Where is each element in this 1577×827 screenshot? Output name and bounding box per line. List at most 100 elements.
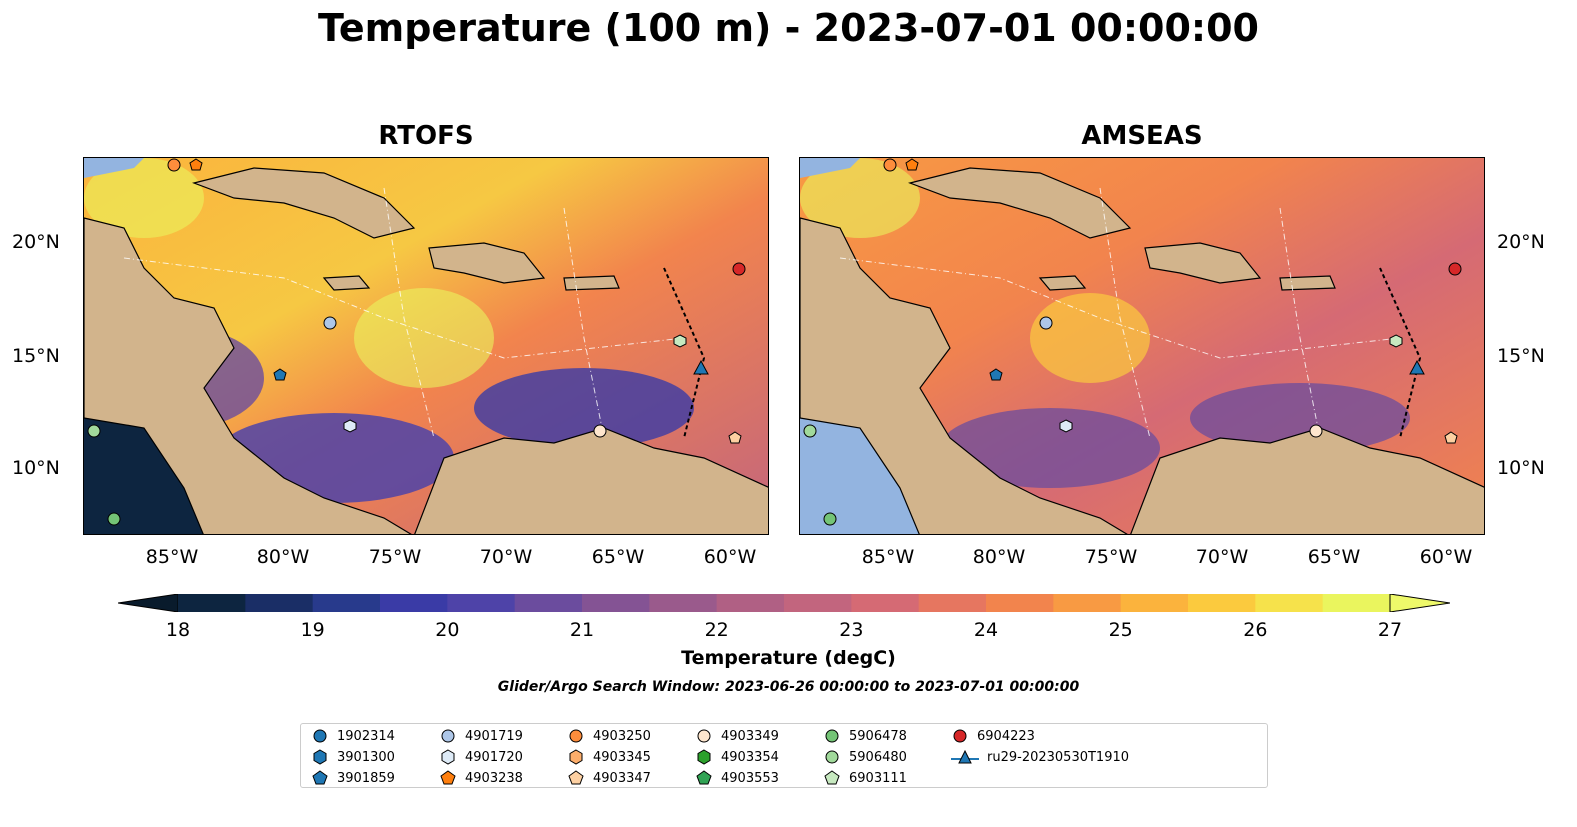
colorbar-segment — [245, 594, 314, 612]
legend-marker-icon — [697, 729, 711, 743]
shelf-water — [84, 158, 144, 178]
hispaniola-land — [428, 242, 546, 284]
colorbar-tick-21: 21 — [569, 619, 595, 641]
legend-label: 1902314 — [337, 728, 395, 744]
x-tick-amseas-4: 65°W — [1307, 546, 1361, 568]
south-america-land — [414, 427, 768, 534]
eez-boundary — [123, 257, 685, 359]
central-america-land — [800, 217, 1128, 534]
colorbar-segment — [1120, 594, 1189, 612]
y-tick-right-1: 15°N — [1497, 345, 1545, 367]
x-tick-rtofs-5: 60°W — [703, 546, 757, 568]
y-tick-left-1: 15°N — [12, 345, 60, 367]
legend-label: 4903354 — [721, 749, 779, 765]
marker-4903347 — [728, 431, 742, 444]
colorbar-segment — [1322, 594, 1391, 612]
colorbar-label: Temperature (degC) — [681, 647, 896, 669]
legend-item-4903238: 4903238 — [439, 768, 523, 788]
panel-title-rtofs: RTOFS — [378, 121, 474, 151]
x-tick-rtofs-0: 85°W — [145, 546, 199, 568]
legend-item-5906478: 5906478 — [823, 726, 907, 746]
marker-3901859 — [989, 368, 1003, 381]
cool-water-zone — [474, 368, 694, 448]
colorbar-tick-22: 22 — [704, 619, 729, 641]
x-tick-rtofs-1: 80°W — [256, 546, 310, 568]
x-tick-amseas-0: 85°W — [861, 546, 915, 568]
legend-label: 4903250 — [593, 728, 651, 744]
colorbar-tick-26: 26 — [1243, 619, 1268, 641]
puerto-rico-land — [563, 275, 620, 291]
cuba-land — [191, 167, 416, 239]
south-america-land — [1130, 427, 1484, 534]
colorbar-tick-23: 23 — [839, 619, 864, 641]
colorbar-segment — [851, 594, 920, 612]
colorbar-tick-19: 19 — [300, 619, 325, 641]
marker-ru29 — [693, 359, 709, 375]
marker-4903349 — [1309, 424, 1323, 438]
legend-item-4903347: 4903347 — [567, 768, 651, 788]
colorbar-segment — [918, 594, 987, 612]
legend-item-6904223: 6904223 — [951, 726, 1035, 746]
colorbar-tick-24: 24 — [973, 619, 999, 641]
warm-water-zone — [354, 288, 494, 388]
jamaica-land — [1038, 275, 1087, 291]
legend-marker-icon — [569, 749, 583, 765]
legend-marker-icon — [825, 729, 839, 743]
colorbar-segment — [649, 594, 718, 612]
lesser-antilles — [663, 267, 706, 439]
marker-6904223 — [732, 262, 746, 276]
colorbar-segment — [447, 594, 516, 612]
legend-marker-icon — [312, 770, 328, 785]
lesser-antilles — [1379, 267, 1422, 439]
legend-marker-icon — [825, 750, 839, 764]
legend-item-4903345: 4903345 — [567, 747, 651, 767]
legend-marker-icon — [697, 749, 711, 765]
map-panel-amseas — [799, 157, 1485, 535]
colorbar-segment — [380, 594, 448, 612]
legend-label: 6903111 — [849, 770, 907, 786]
legend-label: ru29-20230530T1910 — [987, 749, 1130, 765]
warm-water-zone — [84, 158, 204, 238]
legend-item-3901859: 3901859 — [311, 768, 395, 788]
marker-4903349 — [593, 424, 607, 438]
colorbar-tick-27: 27 — [1377, 619, 1403, 641]
marker-ru29 — [1409, 359, 1425, 375]
legend-label: 6904223 — [977, 728, 1035, 744]
jamaica-land — [322, 275, 371, 291]
colorbar-segment — [582, 594, 650, 612]
legend-marker-icon — [951, 749, 979, 764]
legend-item-ru29-20230530T1910: ru29-20230530T1910 — [951, 747, 1129, 767]
legend-marker-icon — [440, 770, 456, 785]
marker-6904223 — [1448, 262, 1462, 276]
legend-label: 4903349 — [721, 728, 779, 744]
eez-boundary — [1279, 207, 1321, 439]
eez-boundary — [383, 187, 435, 439]
legend-label: 3901859 — [337, 770, 395, 786]
legend: 1902314 3901300 3901859 4901719 4901720 49032… — [300, 723, 1268, 788]
figure-title: Temperature (100 m) - 2023-07-01 00:00:0… — [317, 6, 1259, 50]
y-tick-right-2: 10°N — [1497, 457, 1545, 479]
colorbar-segment — [1053, 594, 1122, 612]
marker-4903238 — [189, 158, 203, 171]
marker-4901720 — [343, 419, 357, 433]
marker-5906480 — [803, 424, 817, 438]
colorbar-max-extension — [1389, 594, 1450, 612]
colorbar-tick-18: 18 — [165, 619, 191, 641]
legend-marker-icon — [441, 749, 455, 765]
marker-4903238 — [905, 158, 919, 171]
legend-label: 4903553 — [721, 770, 779, 786]
legend-label: 3901300 — [337, 749, 395, 765]
y-tick-left-0: 20°N — [12, 231, 60, 253]
legend-marker-icon — [313, 729, 327, 743]
shelf-water — [800, 158, 860, 178]
marker-4901719 — [1039, 316, 1053, 330]
marker-6903111 — [673, 334, 687, 348]
legend-label: 4903345 — [593, 749, 651, 765]
colorbar-segment — [178, 594, 246, 612]
marker-4903250 — [167, 158, 181, 172]
legend-item-4903354: 4903354 — [695, 747, 779, 767]
colorbar-segment — [986, 594, 1054, 612]
legend-label: 4901719 — [465, 728, 523, 744]
marker-4901719 — [323, 316, 337, 330]
pacific-ocean — [84, 418, 204, 534]
